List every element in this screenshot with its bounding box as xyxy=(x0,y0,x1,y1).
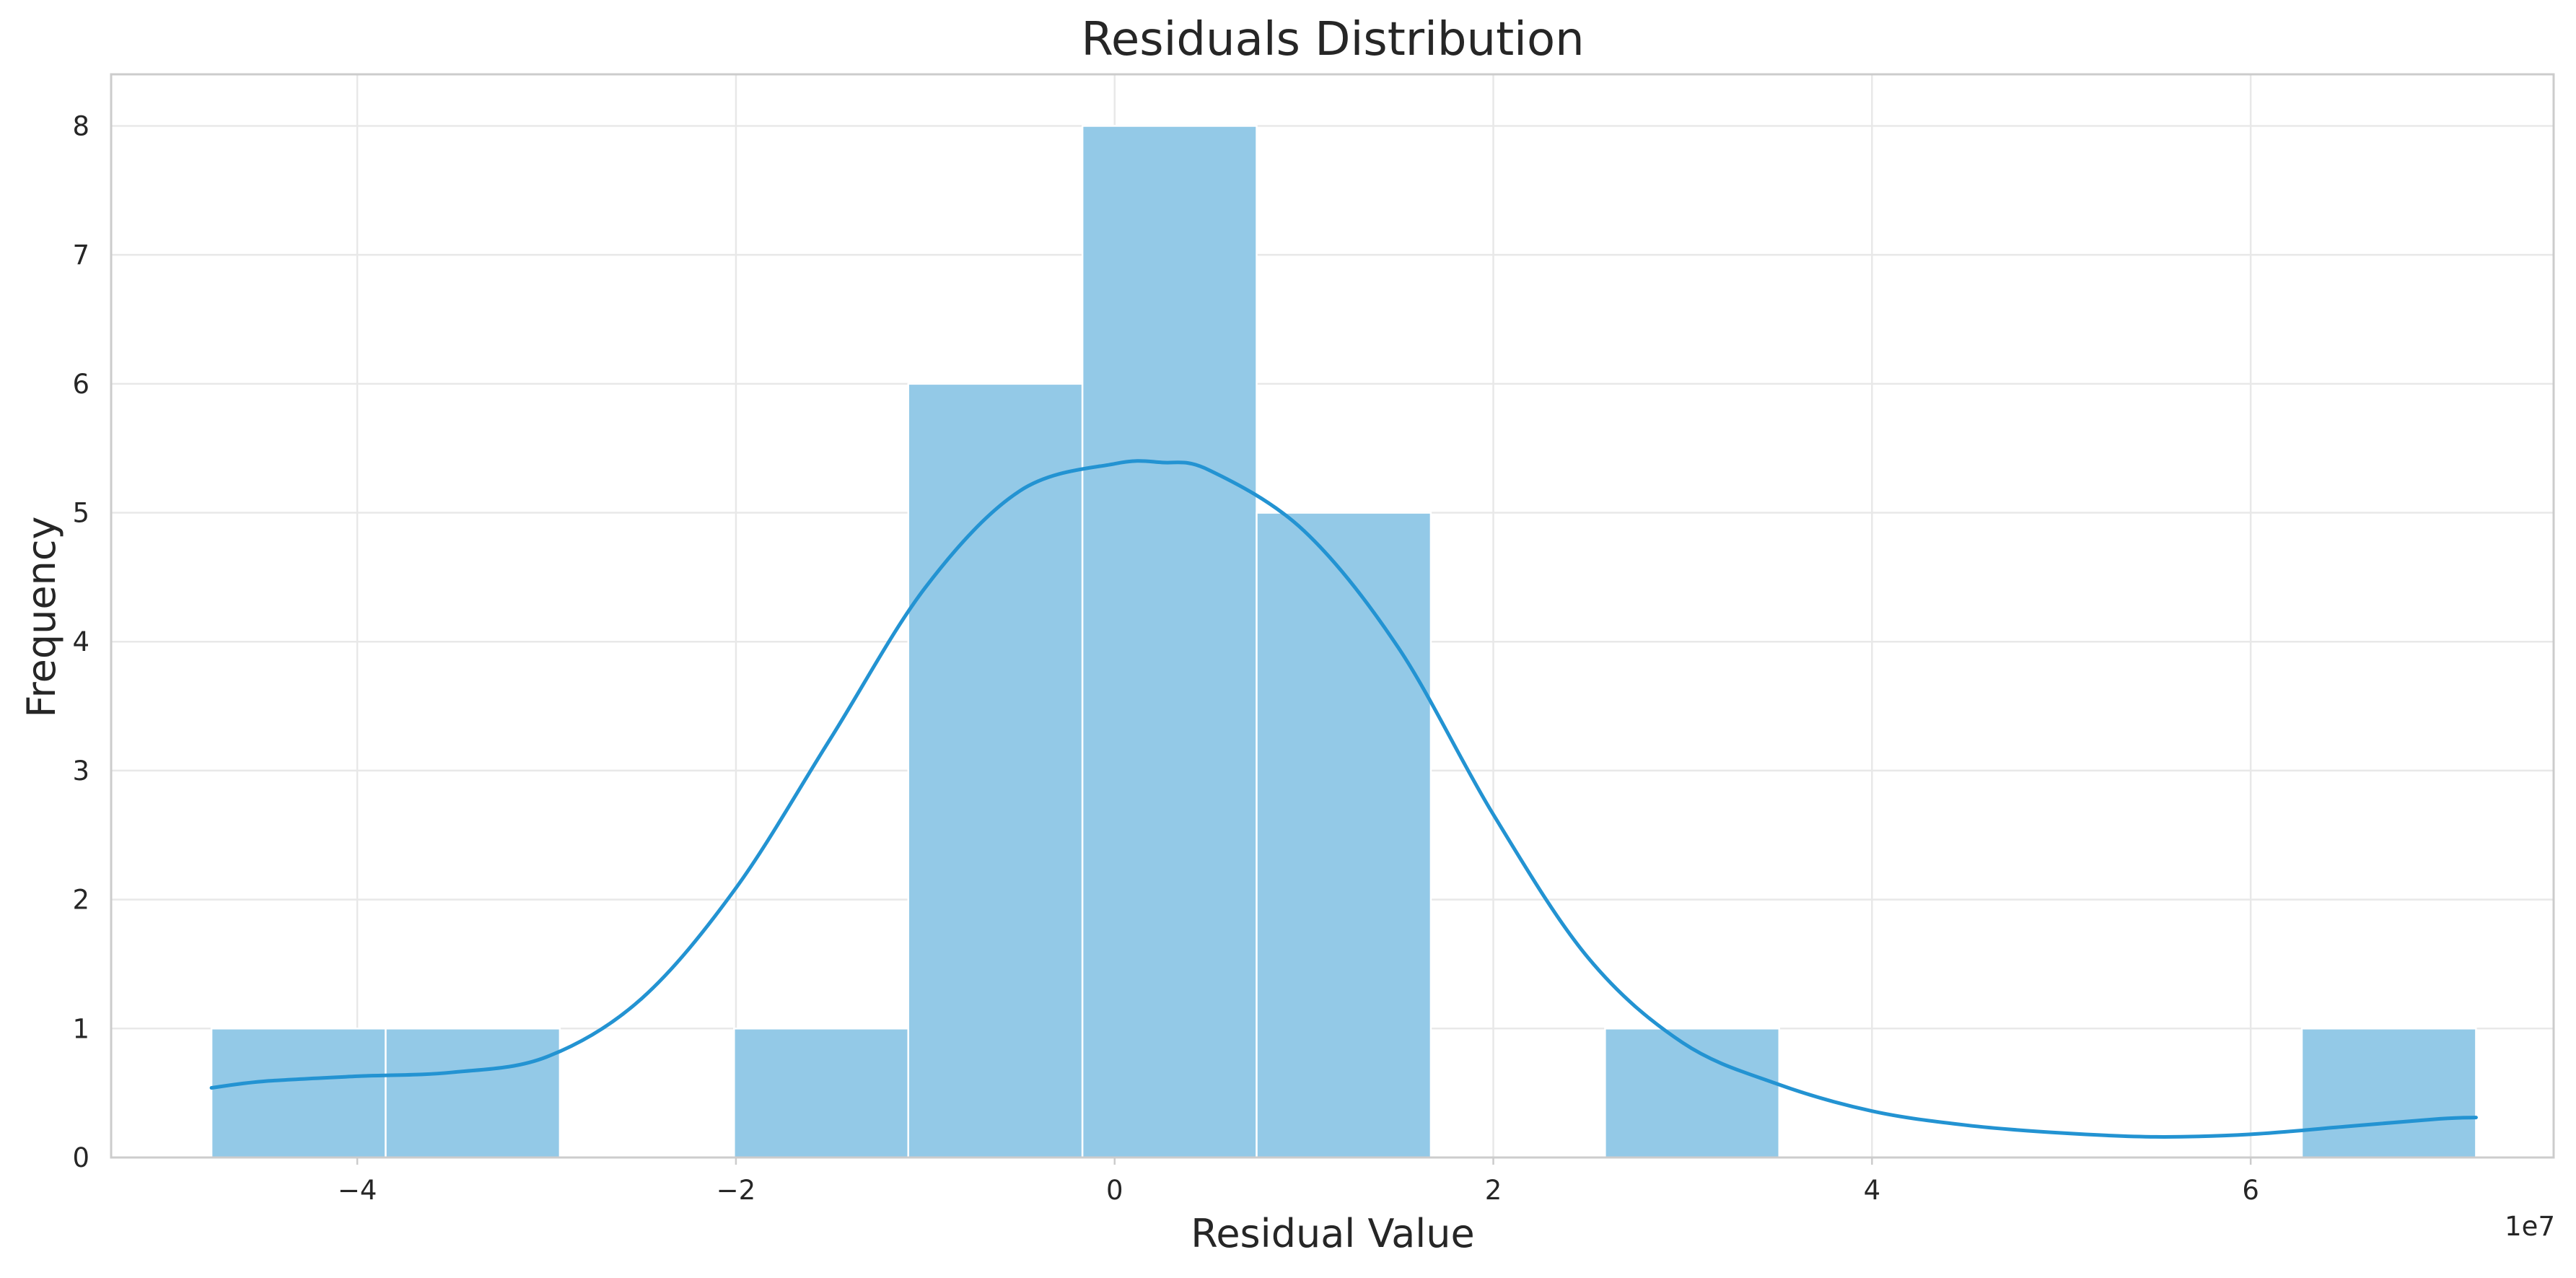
plot-frame xyxy=(110,73,2555,1159)
histogram-bar xyxy=(1256,512,1432,1159)
histogram-bar xyxy=(1081,125,1258,1159)
y-tick-label: 1 xyxy=(72,1013,89,1044)
histogram-bar xyxy=(907,382,1084,1159)
y-tick-label: 0 xyxy=(72,1142,89,1173)
histogram-bar xyxy=(385,1028,561,1159)
y-tick-label: 7 xyxy=(72,240,89,271)
x-tick-label: 4 xyxy=(1864,1175,1881,1206)
histogram-bars xyxy=(210,125,2477,1159)
x-tick-label: 2 xyxy=(1485,1175,1502,1206)
y-tick-label: 6 xyxy=(72,369,89,400)
x-axis-label: Residual Value xyxy=(1191,1211,1475,1256)
x-axis-offset-label: 1e7 xyxy=(2505,1211,2555,1242)
x-axis-ticks: −4 −2 0 2 4 6 xyxy=(338,1157,2259,1206)
x-tick-label: −2 xyxy=(717,1175,756,1206)
kde-curve xyxy=(209,459,2478,1139)
histogram-bar xyxy=(210,1028,387,1159)
y-tick-label: 2 xyxy=(72,885,89,916)
y-axis-label: Frequency xyxy=(19,517,64,718)
kde-curve-group xyxy=(209,459,2478,1139)
y-tick-label: 5 xyxy=(72,498,89,529)
x-tick-label: −4 xyxy=(338,1175,377,1206)
y-tick-label: 8 xyxy=(72,110,89,141)
y-tick-label: 3 xyxy=(72,756,89,787)
histogram-bar xyxy=(733,1028,909,1159)
x-tick-label: 0 xyxy=(1106,1175,1123,1206)
y-axis-ticks: 0 1 2 3 4 5 6 7 8 xyxy=(72,110,89,1173)
chart-title: Residuals Distribution xyxy=(1081,13,1584,66)
x-tick-label: 6 xyxy=(2242,1175,2259,1206)
histogram-bar xyxy=(2300,1028,2477,1159)
y-tick-label: 4 xyxy=(72,626,89,657)
